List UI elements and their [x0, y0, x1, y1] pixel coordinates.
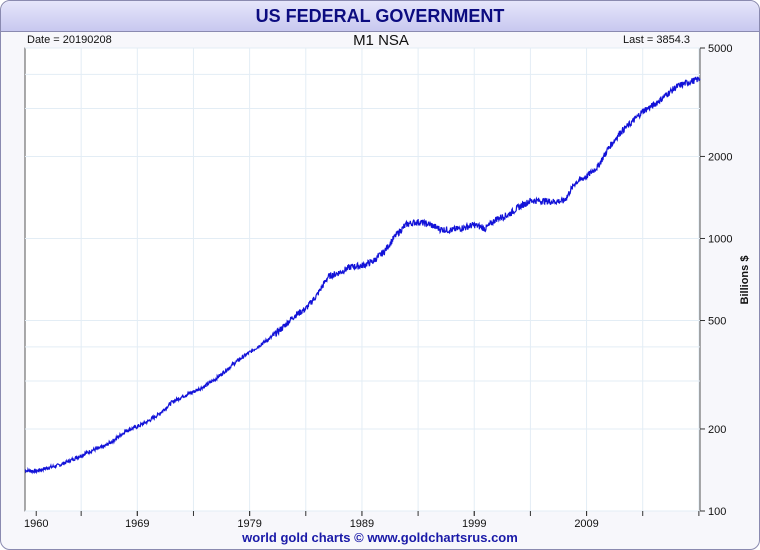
y-axis-label: Billions $ [739, 256, 751, 305]
x-tick-label: 1979 [237, 518, 261, 530]
chart-title: US FEDERAL GOVERNMENT [255, 6, 505, 26]
y-tick-label: 100 [708, 506, 726, 518]
last-value-label: Last = 3854.3 [623, 34, 690, 46]
chart-subtitle: M1 NSA [353, 32, 409, 49]
x-axis: 1960 1969 1979 1989 1999 2009 [24, 511, 700, 530]
series-layer [24, 76, 701, 475]
title-banner: US FEDERAL GOVERNMENT [1, 1, 759, 32]
y-tick-label: 200 [708, 424, 726, 436]
y-tick-label: 5000 [708, 43, 732, 55]
x-tick-label: 1969 [125, 518, 149, 530]
footer-credit: world gold charts © www.goldchartsrus.co… [242, 530, 518, 545]
y-tick-label: 1000 [708, 233, 732, 245]
series-line [24, 76, 701, 475]
grid [25, 47, 700, 512]
x-tick-label: 1989 [350, 518, 374, 530]
date-label: Date = 20190208 [27, 34, 112, 46]
plot-area [24, 47, 701, 512]
y-axis: 100 200 500 1000 2000 5000 [700, 43, 732, 518]
x-tick-label: 1999 [462, 518, 486, 530]
x-tick-label: 1960 [24, 518, 48, 530]
x-tick-label: 2009 [574, 518, 598, 530]
y-tick-label: 2000 [708, 151, 732, 163]
y-tick-label: 500 [708, 316, 726, 328]
